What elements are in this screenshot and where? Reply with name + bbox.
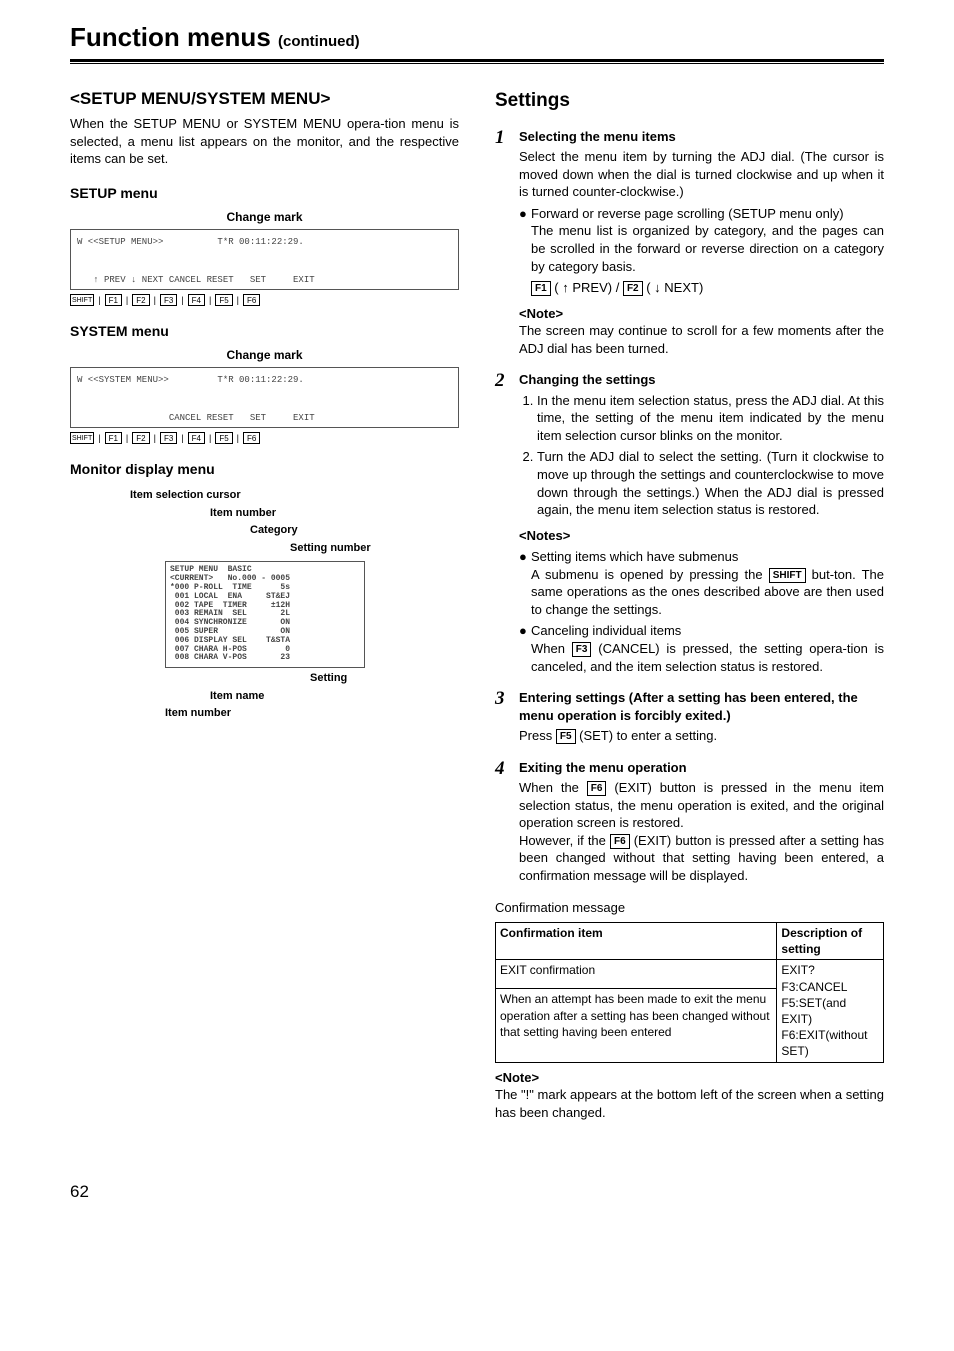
- right-column: Settings 1 Selecting the menu items Sele…: [495, 88, 884, 1121]
- page-title: Function menus (continued): [70, 20, 884, 55]
- step-3-body: Press F5 (SET) to enter a setting.: [519, 727, 884, 745]
- title-main: Function menus: [70, 22, 271, 52]
- header-rule-thick: [70, 59, 884, 62]
- setup-system-menu-heading: <SETUP MENU/SYSTEM MENU>: [70, 88, 459, 111]
- item-number-bottom-label: Item number: [165, 705, 459, 723]
- f3-key: F3: [160, 294, 177, 306]
- conf-th2: Description of setting: [777, 923, 884, 960]
- f6-keybox: F6: [587, 781, 607, 796]
- system-line2: CANCEL RESET SET EXIT: [77, 413, 315, 423]
- setup-line1: W <<SETUP MENU>> T*R 00:11:22:29.: [77, 237, 304, 247]
- step-1-fkey-line: F1 ( ↑ PREV) / F2 ( ↓ NEXT): [531, 279, 884, 297]
- step-4-title: Exiting the menu operation: [519, 759, 884, 777]
- step-1-title: Selecting the menu items: [519, 128, 884, 146]
- step-1-note-body: The screen may continue to scroll for a …: [519, 322, 884, 357]
- step-1-bullet-title: Forward or reverse page scrolling (SETUP…: [531, 206, 844, 221]
- system-menu-screen: W <<SYSTEM MENU>> T*R 00:11:22:29. CANCE…: [70, 367, 459, 428]
- step-2-li1: In the menu item selection status, press…: [537, 392, 884, 445]
- shift-keybox: SHIFT: [769, 568, 806, 583]
- item-name-label: Item name: [210, 688, 459, 706]
- system-fkey-row: SHIFT | F1 | F2 | F3 | F4 | F5 | F6: [70, 432, 459, 444]
- step-1: 1 Selecting the menu items Select the me…: [495, 128, 884, 358]
- f6-key-2: F6: [243, 432, 260, 444]
- step-4-p2: However, if the F6 (EXIT) button is pres…: [519, 832, 884, 885]
- f1-key-2: F1: [105, 432, 122, 444]
- step-2: 2 Changing the settings In the menu item…: [495, 371, 884, 675]
- step-2-b2-body: When F3 (CANCEL) is pressed, the setting…: [531, 640, 884, 675]
- monitor-display-menu-label: Monitor display menu: [70, 460, 459, 479]
- monitor-screen: SETUP MENU BASIC <CURRENT> No.000 - 0005…: [165, 561, 365, 668]
- step-4: 4 Exiting the menu operation When the F6…: [495, 759, 884, 885]
- f6-keybox-2: F6: [610, 834, 630, 849]
- setting-label: Setting: [310, 670, 459, 688]
- page-number: 62: [70, 1181, 884, 1204]
- conf-r2c1: When an attempt has been made to exit th…: [496, 989, 777, 1062]
- f5-keybox: F5: [556, 729, 576, 744]
- bullet-icon: ●: [519, 205, 531, 297]
- next-text: ( ↓ NEXT): [646, 280, 703, 295]
- f3-key-2: F3: [160, 432, 177, 444]
- final-note-head: <Note>: [495, 1069, 884, 1087]
- step-2-num: 2: [495, 371, 519, 675]
- shift-key: SHIFT: [70, 294, 94, 306]
- item-number-top-label: Item number: [210, 505, 459, 523]
- left-column: <SETUP MENU/SYSTEM MENU> When the SETUP …: [70, 88, 459, 1121]
- system-line1: W <<SYSTEM MENU>> T*R 00:11:22:29.: [77, 375, 304, 385]
- setup-line2: ↑ PREV ↓ NEXT CANCEL RESET SET EXIT: [77, 275, 315, 285]
- bullet-icon: ●: [519, 548, 531, 618]
- step-4-num: 4: [495, 759, 519, 885]
- step-2-li2: Turn the ADJ dial to select the setting.…: [537, 448, 884, 518]
- confirmation-message-label: Confirmation message: [495, 899, 884, 917]
- setup-intro-text: When the SETUP MENU or SYSTEM MENU opera…: [70, 115, 459, 168]
- step-1-body: Select the menu item by turning the ADJ …: [519, 148, 884, 201]
- step-1-bullet-body: The menu list is organized by category, …: [531, 222, 884, 275]
- step-3-num: 3: [495, 689, 519, 745]
- settings-heading: Settings: [495, 88, 884, 114]
- system-menu-label: SYSTEM menu: [70, 322, 459, 341]
- setting-number-label: Setting number: [290, 540, 459, 558]
- step-2-b1-title: Setting items which have submenus: [531, 549, 738, 564]
- f2-key: F2: [132, 294, 149, 306]
- f4-key: F4: [188, 294, 205, 306]
- monitor-diagram: Item selection cursor Item number Catego…: [70, 487, 459, 723]
- shift-key-2: SHIFT: [70, 432, 94, 444]
- f2-key-2: F2: [132, 432, 149, 444]
- f4-key-2: F4: [188, 432, 205, 444]
- f1-key: F1: [105, 294, 122, 306]
- setup-menu-label: SETUP menu: [70, 184, 459, 203]
- confirmation-table: Confirmation item Description of setting…: [495, 922, 884, 1063]
- f1-keybox: F1: [531, 281, 551, 296]
- f5-key-2: F5: [215, 432, 232, 444]
- step-1-note-head: <Note>: [519, 305, 884, 323]
- change-mark-label-2: Change mark: [70, 347, 459, 363]
- prev-text: ( ↑ PREV) /: [554, 280, 619, 295]
- cursor-label: Item selection cursor: [130, 487, 459, 505]
- f6-key: F6: [243, 294, 260, 306]
- category-label: Category: [250, 522, 459, 540]
- step-1-num: 1: [495, 128, 519, 358]
- step-3-title: Entering settings (After a setting has b…: [519, 689, 884, 724]
- title-continued: (continued): [278, 33, 360, 50]
- bullet-icon: ●: [519, 622, 531, 675]
- setup-menu-screen: W <<SETUP MENU>> T*R 00:11:22:29. ↑ PREV…: [70, 229, 459, 290]
- step-4-p1: When the F6 (EXIT) button is pressed in …: [519, 779, 884, 832]
- step-2-b2-title: Canceling individual items: [531, 623, 681, 638]
- f3-keybox: F3: [572, 642, 592, 657]
- f5-key: F5: [215, 294, 232, 306]
- header-rule-thin: [70, 63, 884, 64]
- conf-th1: Confirmation item: [496, 923, 777, 960]
- final-note-body: The "!" mark appears at the bottom left …: [495, 1086, 884, 1121]
- step-3: 3 Entering settings (After a setting has…: [495, 689, 884, 745]
- f2-keybox: F2: [623, 281, 643, 296]
- step-2-title: Changing the settings: [519, 371, 884, 389]
- setup-fkey-row: SHIFT | F1 | F2 | F3 | F4 | F5 | F6: [70, 294, 459, 306]
- change-mark-label-1: Change mark: [70, 209, 459, 225]
- step-2-b1-body: A submenu is opened by pressing the SHIF…: [531, 566, 884, 619]
- step-2-notes-head: <Notes>: [519, 527, 884, 545]
- conf-r1c2: EXIT? F3:CANCEL F5:SET(and EXIT) F6:EXIT…: [777, 960, 884, 1062]
- conf-r1c1: EXIT confirmation: [496, 960, 777, 989]
